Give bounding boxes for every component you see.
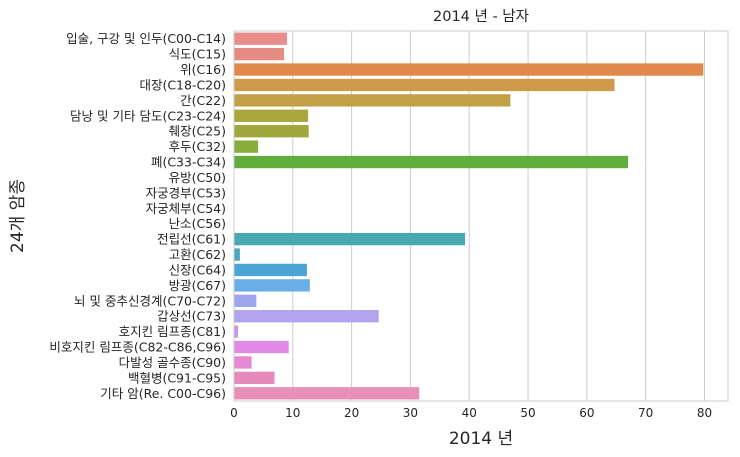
bar	[234, 294, 257, 307]
category-label: 식도(C15)	[169, 47, 226, 62]
bar	[234, 155, 629, 169]
bar	[234, 248, 240, 261]
x-tick-label: 40	[462, 406, 477, 420]
bar	[234, 371, 275, 385]
category-label: 기타 암(Re. C00-C96)	[100, 386, 226, 401]
x-tick-label: 50	[520, 406, 535, 420]
category-label: 백혈병(C91-C95)	[128, 370, 226, 385]
category-label: 입술, 구강 및 인두(C00-C14)	[66, 31, 226, 46]
category-label: 방광(C67)	[169, 278, 226, 293]
gridlines	[233, 31, 705, 401]
category-label: 비호지킨 림프종(C82-C86,C96)	[49, 340, 226, 355]
bar	[234, 125, 309, 138]
category-label: 담낭 및 기타 담도(C23-C24)	[70, 108, 226, 123]
category-label: 전립선(C61)	[157, 232, 226, 247]
category-label: 폐(C33-C34)	[151, 155, 226, 170]
category-label: 뇌 및 중추신경계(C70-C72)	[74, 293, 226, 308]
bar	[234, 310, 379, 323]
bar	[234, 94, 511, 107]
category-label: 대장(C18-C20)	[139, 77, 226, 92]
category-label: 자궁경부(C53)	[146, 185, 226, 200]
x-tick-label: 70	[638, 406, 653, 420]
category-label: 신장(C64)	[169, 262, 226, 277]
chart-title: 2014 년 - 남자	[433, 8, 529, 25]
x-tick-label: 0	[230, 406, 238, 420]
y-axis-title: 24개 암종	[8, 179, 28, 253]
bars	[234, 32, 704, 400]
category-label: 고환(C62)	[169, 247, 226, 262]
x-axis-title: 2014 년	[449, 429, 513, 449]
category-label: 갑상선(C73)	[157, 309, 226, 324]
category-label: 호지킨 림프종(C81)	[119, 324, 226, 339]
category-label: 다발성 골수종(C90)	[119, 355, 226, 370]
bar	[234, 263, 307, 277]
bar	[234, 63, 704, 76]
bar	[234, 78, 615, 92]
x-tick-label: 60	[579, 406, 594, 420]
category-label: 난소(C56)	[169, 216, 226, 231]
bar	[234, 140, 259, 153]
category-label: 위(C16)	[180, 62, 226, 77]
category-label: 유방(C50)	[169, 170, 226, 185]
bar	[234, 32, 287, 45]
x-tick-labels: 0 10 20 30 40 50 60 70 80	[230, 406, 712, 420]
bar	[234, 356, 252, 369]
category-label: 췌장(C25)	[169, 124, 226, 139]
x-tick-label: 20	[344, 406, 359, 420]
category-labels: 입술, 구강 및 인두(C00-C14)식도(C15)위(C16)대장(C18-…	[49, 31, 226, 401]
bar	[234, 109, 309, 122]
bar	[234, 325, 239, 338]
x-tick-label: 30	[403, 406, 418, 420]
bar	[234, 47, 284, 61]
bar	[234, 279, 310, 292]
bar	[234, 232, 466, 246]
x-tick-label: 10	[285, 406, 300, 420]
plot-frame	[233, 30, 729, 402]
category-label: 자궁체부(C54)	[146, 201, 226, 216]
bar	[234, 387, 420, 400]
category-label: 간(C22)	[180, 93, 226, 108]
category-label: 후두(C32)	[169, 139, 226, 154]
x-tick-label: 80	[697, 406, 712, 420]
bar	[234, 340, 289, 354]
